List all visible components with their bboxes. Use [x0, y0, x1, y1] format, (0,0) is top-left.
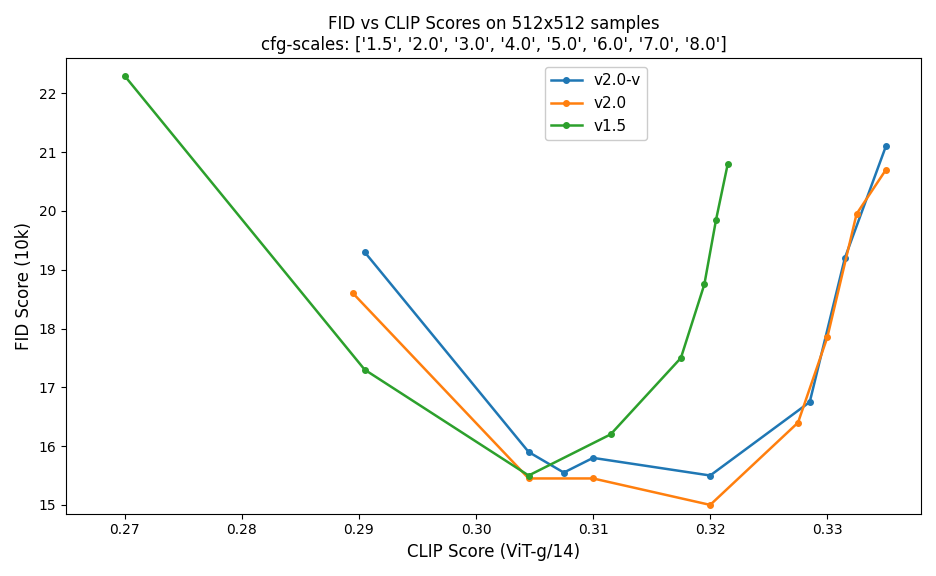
v2.0-v [804, 399, 815, 406]
Y-axis label: FID Score (10k): FID Score (10k) [15, 222, 33, 350]
X-axis label: CLIP Score (ViT-g/14): CLIP Score (ViT-g/14) [407, 543, 580, 561]
v2.0 [588, 475, 599, 482]
Line: v1.5: v1.5 [122, 73, 730, 478]
v2.0 [523, 475, 534, 482]
v1.5 [605, 431, 616, 438]
v2.0 [347, 290, 358, 297]
Legend: v2.0-v, v2.0, v1.5: v2.0-v, v2.0, v1.5 [545, 67, 647, 140]
v1.5 [675, 354, 686, 361]
v1.5 [523, 472, 534, 479]
v2.0 [880, 166, 891, 173]
v1.5 [723, 161, 734, 168]
v2.0 [851, 210, 862, 217]
v2.0 [822, 334, 833, 341]
v2.0-v [523, 449, 534, 456]
v1.5 [698, 281, 709, 288]
v2.0-v [588, 454, 599, 461]
v1.5 [710, 217, 722, 223]
Line: v2.0: v2.0 [350, 167, 888, 507]
v2.0 [705, 502, 716, 509]
v2.0-v [880, 143, 891, 150]
v2.0-v [558, 469, 569, 476]
v2.0-v [840, 255, 851, 262]
v1.5 [359, 366, 371, 373]
Line: v2.0-v: v2.0-v [362, 143, 888, 478]
Title: FID vs CLIP Scores on 512x512 samples
cfg-scales: ['1.5', '2.0', '3.0', '4.0', ': FID vs CLIP Scores on 512x512 samples cf… [260, 15, 726, 54]
v2.0 [793, 419, 804, 426]
v1.5 [119, 73, 130, 79]
v2.0-v [705, 472, 716, 479]
v2.0-v [359, 249, 371, 256]
